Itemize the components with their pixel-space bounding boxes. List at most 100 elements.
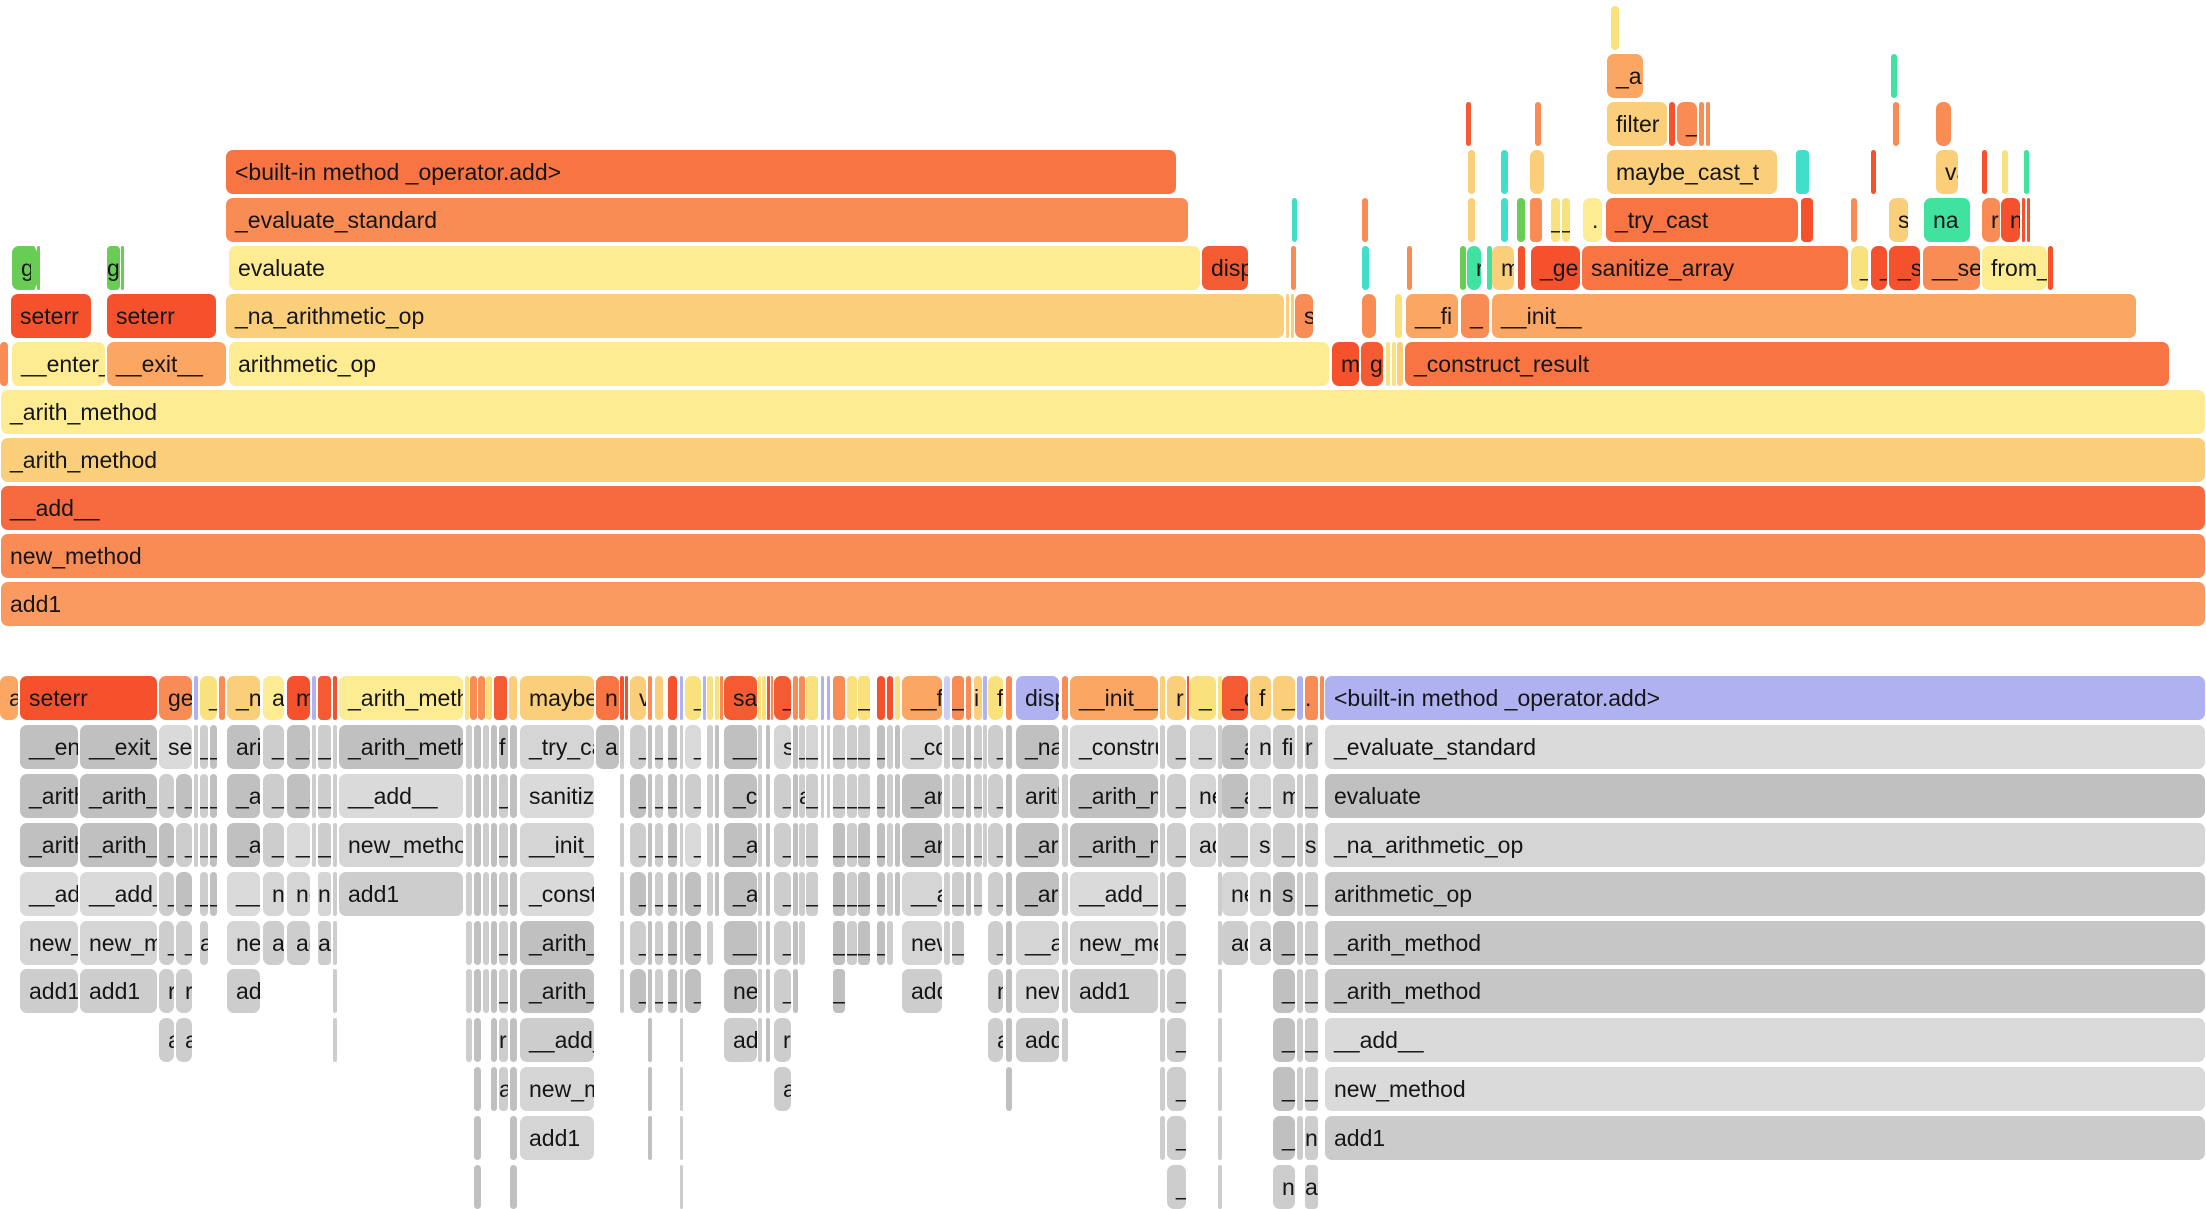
frame-sliver[interactable] (466, 823, 472, 867)
frame-sliver[interactable]: _ (988, 725, 1003, 769)
frame-sliver[interactable] (466, 774, 472, 818)
frame-sliver[interactable]: _ (952, 676, 964, 720)
frame-sliver[interactable] (620, 725, 624, 769)
frame-sliver[interactable] (827, 774, 830, 818)
frame-init[interactable]: __init__ (520, 823, 594, 867)
frame-sliver[interactable] (648, 774, 652, 818)
frame-sliver[interactable] (793, 823, 798, 867)
frame-sliver[interactable] (887, 872, 893, 916)
frame-sliver[interactable] (1501, 198, 1508, 242)
frame-sliver[interactable] (762, 676, 766, 720)
frame-add[interactable]: __add__ (520, 1018, 594, 1062)
frame-sliver[interactable] (333, 872, 337, 916)
frame-sliver[interactable]: _ (630, 969, 646, 1013)
frame-sliver[interactable] (466, 1018, 472, 1062)
frame-sliver[interactable] (680, 1116, 683, 1160)
frame-sliver[interactable]: _ (774, 872, 791, 916)
frame-sliver[interactable]: _ (952, 774, 964, 818)
frame-new-method[interactable]: new_method (1325, 1067, 2205, 1111)
frame-sliver[interactable] (821, 774, 824, 818)
frame-sliver[interactable] (1187, 676, 1189, 720)
frame-sliver[interactable]: _ (1305, 774, 1318, 818)
frame-enter[interactable]: __enter__ (20, 725, 78, 769)
frame-sliver[interactable] (944, 823, 950, 867)
frame-sliver[interactable]: _ (1190, 725, 1216, 769)
frame-sliver[interactable]: _ (668, 872, 677, 916)
frame-sliver[interactable] (474, 1018, 481, 1062)
frame-sliver[interactable] (333, 823, 337, 867)
frame-new-method[interactable]: new_method (724, 969, 757, 1013)
frame-sliver[interactable] (758, 823, 762, 867)
frame-sliver[interactable]: _ (774, 921, 791, 965)
frame-sliver[interactable] (821, 676, 824, 720)
frame-sliver[interactable] (847, 676, 857, 720)
frame-sliver[interactable]: _ (988, 872, 1003, 916)
frame-arith-method[interactable]: _arith_method (287, 774, 310, 818)
frame-sliver[interactable]: _ (1167, 1116, 1186, 1160)
frame-sliver[interactable] (680, 725, 683, 769)
frame-sliver[interactable] (1006, 921, 1012, 965)
frame-evaluate[interactable]: evaluate (229, 246, 1200, 290)
frame-arithmetic-op[interactable]: arithmetic_op (1325, 872, 2205, 916)
frame-sliver[interactable] (1535, 102, 1541, 146)
frame-sliver[interactable] (1460, 246, 1466, 290)
frame-sliver[interactable] (758, 921, 762, 965)
frame-sliver[interactable] (680, 872, 683, 916)
frame-add[interactable]: __add__ (80, 872, 157, 916)
frame-sliver[interactable]: _ (685, 921, 701, 965)
frame-add1[interactable]: add1 (176, 1018, 192, 1062)
frame-sliver[interactable] (766, 872, 770, 916)
frame-sliver[interactable] (474, 774, 481, 818)
frame-arith-method[interactable]: _arith_method (1222, 774, 1248, 818)
frame-sliver[interactable] (1006, 725, 1012, 769)
frame-sliver[interactable]: _ (833, 725, 845, 769)
frame-sliver[interactable] (715, 774, 719, 818)
frame-sliver[interactable] (474, 872, 481, 916)
frame-sliver[interactable] (1530, 150, 1544, 194)
frame-sliver[interactable] (121, 246, 124, 290)
frame-g[interactable]: g (1361, 342, 1383, 386)
frame-add[interactable]: __add__ (287, 823, 310, 867)
frame-sliver[interactable]: _ (685, 725, 701, 769)
frame-sliver[interactable] (466, 872, 472, 916)
frame-fi[interactable]: __fi (1406, 294, 1458, 338)
frame-sliver[interactable] (474, 1067, 481, 1111)
frame-sliver[interactable]: _ (858, 725, 870, 769)
frame-s[interactable]: s (1273, 872, 1295, 916)
frame-sliver[interactable] (1062, 725, 1068, 769)
frame-sliver[interactable] (510, 774, 517, 818)
frame-sliver[interactable] (1160, 872, 1165, 916)
frame-evaluate-standard[interactable]: _evaluate_standard (226, 198, 1188, 242)
frame-sliver[interactable]: _ (1273, 1018, 1295, 1062)
frame-n[interactable]: n (596, 676, 619, 720)
frame-sliver[interactable] (648, 1116, 652, 1160)
frame-new-method[interactable]: new_method (318, 872, 331, 916)
frame-sliver[interactable] (680, 969, 683, 1013)
frame-sliver[interactable] (474, 823, 481, 867)
frame-sliver[interactable] (1218, 1165, 1222, 1209)
frame-sliver[interactable] (887, 676, 893, 720)
frame-sliver[interactable] (1297, 823, 1303, 867)
frame-sliver[interactable] (333, 969, 337, 1013)
frame-sliver[interactable] (966, 823, 971, 867)
frame-sliver[interactable] (1006, 774, 1012, 818)
frame-sliver[interactable]: _ (655, 774, 663, 818)
frame-sliver[interactable] (1292, 198, 1297, 242)
frame-sliver[interactable]: _ (1167, 774, 1186, 818)
frame-sliver[interactable]: _ (655, 823, 663, 867)
frame-a[interactable]: a (200, 921, 208, 965)
frame-sliver[interactable]: _ (200, 725, 208, 769)
frame-sliver[interactable] (312, 823, 316, 867)
frame-sliver[interactable]: _ (210, 774, 217, 818)
frame-sliver[interactable]: _ (806, 823, 818, 867)
frame-new-method[interactable]: new_method (1250, 872, 1271, 916)
frame-sliver[interactable] (715, 823, 719, 867)
frame-sliver[interactable]: _ (858, 823, 870, 867)
frame-sliver[interactable] (1362, 198, 1368, 242)
frame-sliver[interactable] (799, 872, 805, 916)
frame-sliver[interactable]: _ (685, 872, 701, 916)
frame-sliver[interactable] (1893, 102, 1899, 146)
frame-sliver[interactable] (680, 676, 683, 720)
frame-f[interactable]: f (988, 676, 1003, 720)
frame-sliver[interactable]: _ (630, 872, 646, 916)
